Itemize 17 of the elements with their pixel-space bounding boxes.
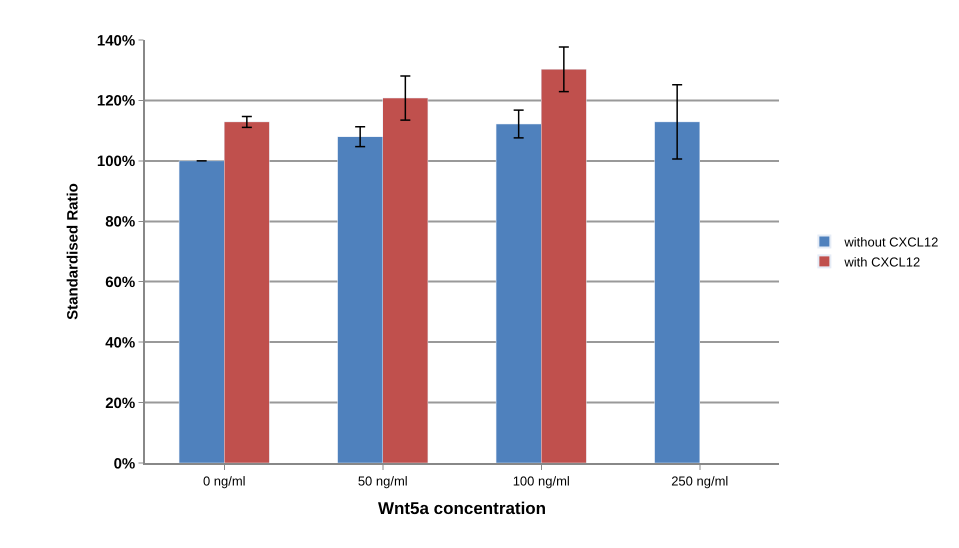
legend-label: without CXCL12 [843, 234, 938, 250]
x-tick-label: 100 ng/ml [512, 473, 570, 488]
y-tick-label: 0% [114, 455, 136, 472]
y-tick-label: 100% [96, 153, 136, 170]
y-tick-label: 60% [105, 274, 136, 291]
y-tick-label: 20% [105, 394, 136, 412]
y-tick-label: 40% [105, 334, 136, 352]
x-axis-title: Wnt5a concentration [378, 499, 546, 518]
y-tick-label: 140% [96, 32, 136, 50]
x-tick-label: 0 ng/ml [202, 473, 246, 488]
x-tick-label: 50 ng/ml [358, 473, 408, 488]
y-tick-label: 120% [96, 92, 136, 110]
legend-label: with CXCL12 [843, 254, 920, 270]
bar [654, 122, 700, 463]
y-axis-title: Standardised Ratio [64, 183, 82, 320]
y-tick-label: 80% [105, 214, 136, 231]
x-tick-label: 250 ng/ml [671, 473, 728, 488]
